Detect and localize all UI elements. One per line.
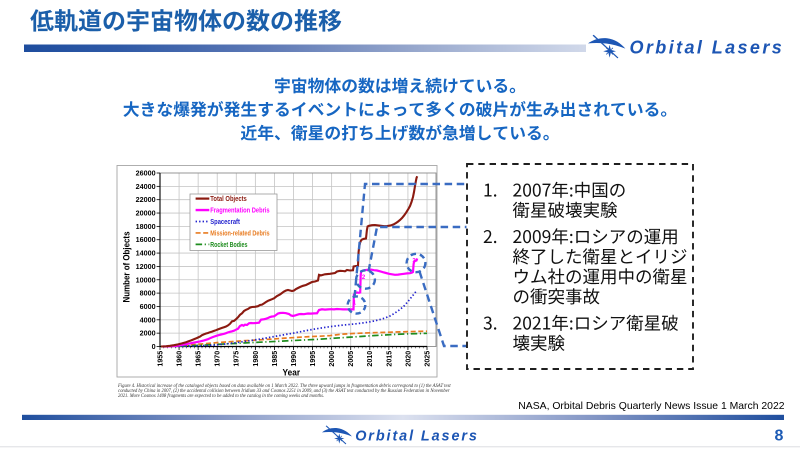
svg-text:2005: 2005 [347, 351, 355, 367]
svg-text:Number of Objects: Number of Objects [121, 231, 131, 302]
svg-text:8000: 8000 [140, 289, 156, 298]
svg-text:12000: 12000 [136, 262, 156, 271]
svg-text:24000: 24000 [136, 182, 156, 191]
svg-text:2010: 2010 [366, 351, 374, 367]
svg-text:1955: 1955 [156, 351, 164, 367]
svg-text:Fragmentation Debris: Fragmentation Debris [210, 207, 269, 214]
svg-text:1975: 1975 [233, 351, 241, 367]
svg-text:1970: 1970 [214, 351, 222, 367]
svg-text:1985: 1985 [271, 351, 279, 367]
svg-text:1990: 1990 [290, 351, 298, 367]
svg-text:1980: 1980 [252, 351, 260, 367]
svg-text:Total Objects: Total Objects [210, 196, 247, 203]
svg-text:Year: Year [283, 367, 301, 377]
svg-text:1995: 1995 [309, 351, 317, 367]
svg-text:2000: 2000 [140, 329, 156, 338]
svg-text:1: 1 [353, 301, 357, 307]
svg-text:8: 8 [775, 427, 784, 444]
svg-text:conducted by China in 2007, (2: conducted by China in 2007, (2) the acci… [118, 389, 450, 394]
svg-text:14000: 14000 [136, 249, 156, 258]
svg-text:16000: 16000 [136, 235, 156, 244]
svg-text:18000: 18000 [136, 222, 156, 231]
svg-text:2000: 2000 [328, 351, 336, 367]
svg-text:2: 2 [362, 275, 366, 281]
svg-text:20000: 20000 [136, 209, 156, 218]
svg-text:2025: 2025 [423, 351, 431, 367]
svg-text:2021. More Cosmos 1408 fragmen: 2021. More Cosmos 1408 fragments are exp… [118, 394, 324, 399]
svg-text:4000: 4000 [140, 315, 156, 324]
svg-text:22000: 22000 [136, 195, 156, 204]
svg-text:Figure 4. Historical increase: Figure 4. Historical increase of the cat… [117, 384, 451, 389]
svg-text:2020: 2020 [404, 351, 412, 367]
svg-text:26000: 26000 [136, 169, 156, 178]
svg-text:0: 0 [152, 342, 156, 351]
svg-text:1960: 1960 [175, 351, 183, 367]
svg-text:1965: 1965 [195, 351, 203, 367]
svg-text:Rocket Bodies: Rocket Bodies [210, 242, 247, 249]
svg-text:2015: 2015 [385, 351, 393, 367]
svg-text:6000: 6000 [140, 302, 156, 311]
svg-text:Mission-related Debris: Mission-related Debris [210, 230, 269, 237]
svg-text:Spacecraft: Spacecraft [210, 219, 240, 226]
svg-text:3: 3 [412, 259, 416, 265]
svg-text:NASA, Orbital Debris Quarterly: NASA, Orbital Debris Quarterly News Issu… [518, 401, 784, 412]
svg-text:10000: 10000 [136, 275, 156, 284]
